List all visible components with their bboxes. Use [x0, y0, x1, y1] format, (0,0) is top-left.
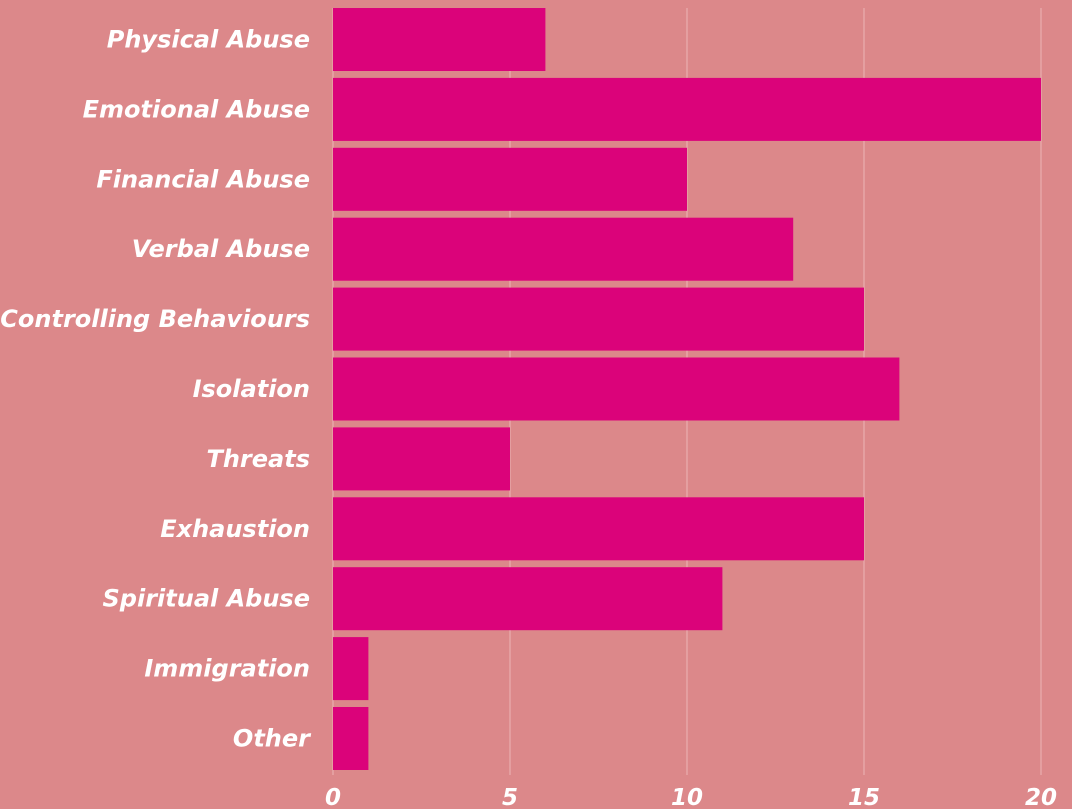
category-labels: Physical Abuse Emotional Abuse Financial A…: [0, 26, 312, 753]
category-label: Other: [233, 725, 312, 753]
category-label: Physical Abuse: [107, 26, 310, 54]
category-label: Verbal Abuse: [132, 235, 310, 263]
bar: [333, 8, 546, 71]
bars: [333, 8, 1041, 770]
bar: [333, 497, 864, 561]
bar: [333, 427, 510, 491]
x-axis-tick-labels: 0 5 10 15 20: [325, 785, 1057, 809]
category-label: Immigration: [144, 655, 310, 683]
x-tick-label: 10: [671, 785, 703, 809]
bar: [333, 77, 1041, 141]
x-tick-label: 0: [325, 785, 341, 809]
bar: [333, 217, 794, 281]
category-label: Threats: [206, 445, 310, 473]
x-tick-label: 15: [848, 785, 880, 809]
category-label: Controlling Behaviours: [0, 305, 310, 333]
category-label: Isolation: [193, 375, 310, 403]
bar: [333, 637, 369, 701]
bar: [333, 147, 687, 211]
bar: [333, 357, 900, 421]
x-tick-label: 20: [1025, 785, 1057, 809]
category-label: Emotional Abuse: [83, 95, 310, 123]
bar: [333, 567, 723, 631]
category-label: Financial Abuse: [96, 165, 310, 193]
x-tick-label: 5: [502, 785, 518, 809]
category-label: Exhaustion: [160, 515, 310, 543]
bar: [333, 707, 369, 770]
bar: [333, 287, 864, 351]
category-label: Spiritual Abuse: [103, 585, 311, 613]
